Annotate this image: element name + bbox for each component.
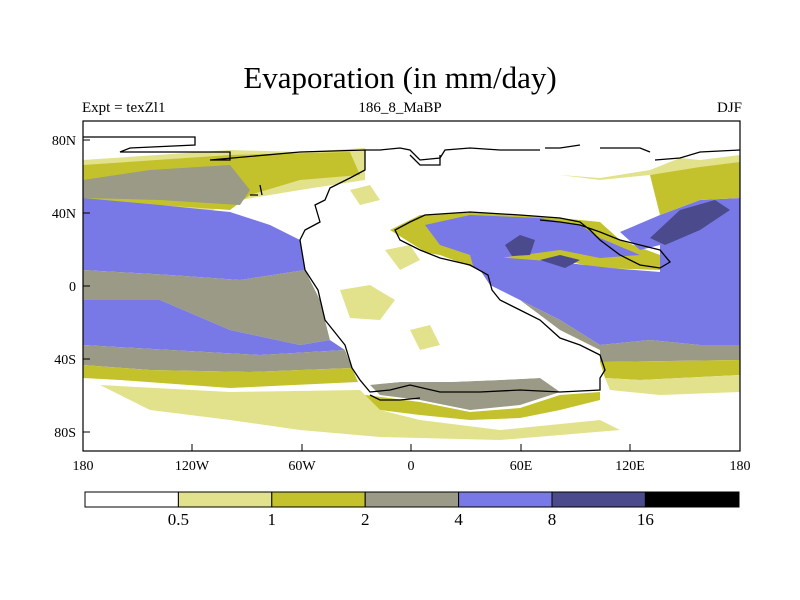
lon-tick-label: 60W xyxy=(288,459,316,474)
north-band-gray xyxy=(83,165,250,205)
coastline-north xyxy=(365,147,540,161)
colorbar: 0.5 1 2 4 8 16 xyxy=(84,491,740,529)
lat-tick-label: 40N xyxy=(52,207,76,222)
time-label: 186_8_MaBP xyxy=(358,100,442,116)
colorbar-level-label: 4 xyxy=(454,510,463,529)
lon-tick-label: 180 xyxy=(730,459,751,474)
evaporation-field xyxy=(83,121,740,451)
tethys-max-1 xyxy=(505,235,535,256)
colorbar-swatch xyxy=(271,491,366,508)
pacific-blue-south xyxy=(83,300,345,355)
colorbar-level-label: 2 xyxy=(361,510,370,529)
east-light-south xyxy=(605,375,740,395)
inland-patch-1 xyxy=(340,285,395,320)
colorbar-swatch xyxy=(644,491,740,508)
colorbar-swatch xyxy=(177,491,273,508)
inland-patch-2 xyxy=(385,245,420,270)
colorbar-swatch xyxy=(364,491,460,508)
colorbar-level-label: 0.5 xyxy=(168,510,189,529)
season-label: DJF xyxy=(716,100,742,116)
lon-tick-label: 120E xyxy=(615,459,645,474)
pacific-gray-equator xyxy=(83,270,330,345)
lon-tick-label: 120W xyxy=(175,459,210,474)
lat-axis: 80N 40N 0 40S 80S xyxy=(52,134,90,441)
south-band-olive xyxy=(83,365,358,388)
south-continent-gray xyxy=(370,378,560,410)
east-ocean-blue xyxy=(470,220,740,345)
colorbar-swatch xyxy=(84,491,179,508)
colorbar-level-label: 8 xyxy=(548,510,557,529)
inland-patch-3 xyxy=(350,185,380,205)
experiment-label: Expt = texZl1 xyxy=(82,100,166,116)
lat-tick-label: 80S xyxy=(54,426,76,441)
east-olive-south xyxy=(600,360,740,380)
lat-tick-label: 80N xyxy=(52,134,76,149)
lon-axis: 180 120W 60W 0 60E 120E 180 xyxy=(73,444,751,474)
lon-tick-label: 0 xyxy=(408,459,415,474)
lat-tick-label: 40S xyxy=(54,353,76,368)
tethys-blue xyxy=(425,215,640,258)
east-north-olive xyxy=(650,160,740,215)
lat-tick-label: 0 xyxy=(69,280,76,295)
tethys-max-2 xyxy=(540,255,580,268)
map-title: Evaporation (in mm/day) xyxy=(243,60,557,95)
pacific-blue-north xyxy=(83,198,305,280)
colorbar-level-label: 16 xyxy=(637,510,654,529)
lon-tick-label: 180 xyxy=(73,459,94,474)
inland-patch-4 xyxy=(410,325,440,350)
south-continent-olive xyxy=(365,392,600,420)
coastline xyxy=(83,136,741,401)
lon-tick-label: 60E xyxy=(510,459,533,474)
colorbar-level-label: 1 xyxy=(268,510,277,529)
south-band-gray xyxy=(83,345,352,372)
colorbar-swatch xyxy=(458,491,553,508)
south-band-light xyxy=(100,385,620,440)
west-pacific-max xyxy=(650,200,730,245)
colorbar-swatch xyxy=(551,491,646,508)
